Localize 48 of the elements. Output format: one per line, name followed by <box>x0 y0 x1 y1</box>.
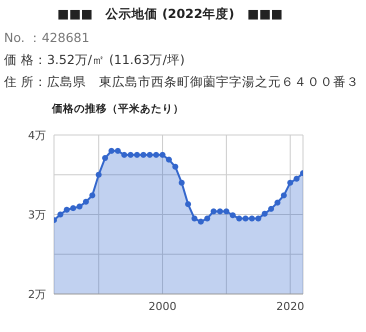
y-tick-label: 3万 <box>28 208 46 222</box>
point <box>134 152 140 158</box>
point <box>128 152 134 158</box>
point <box>114 148 121 154</box>
point <box>210 208 217 214</box>
point <box>166 156 172 163</box>
point <box>294 176 300 182</box>
text: No. ：428681 <box>4 30 90 47</box>
point <box>82 198 89 205</box>
point <box>223 208 230 214</box>
x-tick-label: 2020 <box>276 300 304 313</box>
point <box>89 192 96 198</box>
point <box>230 212 236 218</box>
point <box>255 215 262 222</box>
point <box>96 172 102 178</box>
point <box>64 206 70 213</box>
point <box>198 218 204 225</box>
point <box>280 192 287 198</box>
point <box>287 180 294 186</box>
point <box>262 210 268 217</box>
point <box>204 215 210 222</box>
point <box>248 215 255 222</box>
point <box>236 215 242 222</box>
point <box>274 200 280 206</box>
point <box>153 152 160 158</box>
point <box>76 204 83 210</box>
point <box>108 148 114 154</box>
point <box>185 201 192 208</box>
y-tick-label: 4万 <box>28 128 46 142</box>
point <box>160 152 166 158</box>
point <box>102 155 108 162</box>
text: 住 所：広島県 東広島市西条町御薗宇字湯之元６４００番３ <box>4 74 359 91</box>
point <box>191 215 198 222</box>
point <box>242 215 249 222</box>
point <box>140 152 146 158</box>
point <box>57 212 64 218</box>
chart-title: ■■■ 公示地価 (2022年度) ■■■ <box>56 6 284 23</box>
point <box>146 152 153 158</box>
point <box>70 205 76 212</box>
text: 価 格：3.52万/㎡ (11.63万/坪) <box>4 52 185 69</box>
chart-subtitle: 価格の推移（平米あたり） <box>52 102 184 116</box>
point <box>178 180 185 186</box>
point <box>121 152 128 158</box>
point <box>172 164 178 170</box>
point <box>217 208 223 214</box>
x-tick-label: 2000 <box>148 300 177 313</box>
point <box>268 206 274 212</box>
y-tick-label: 2万 <box>28 288 46 301</box>
